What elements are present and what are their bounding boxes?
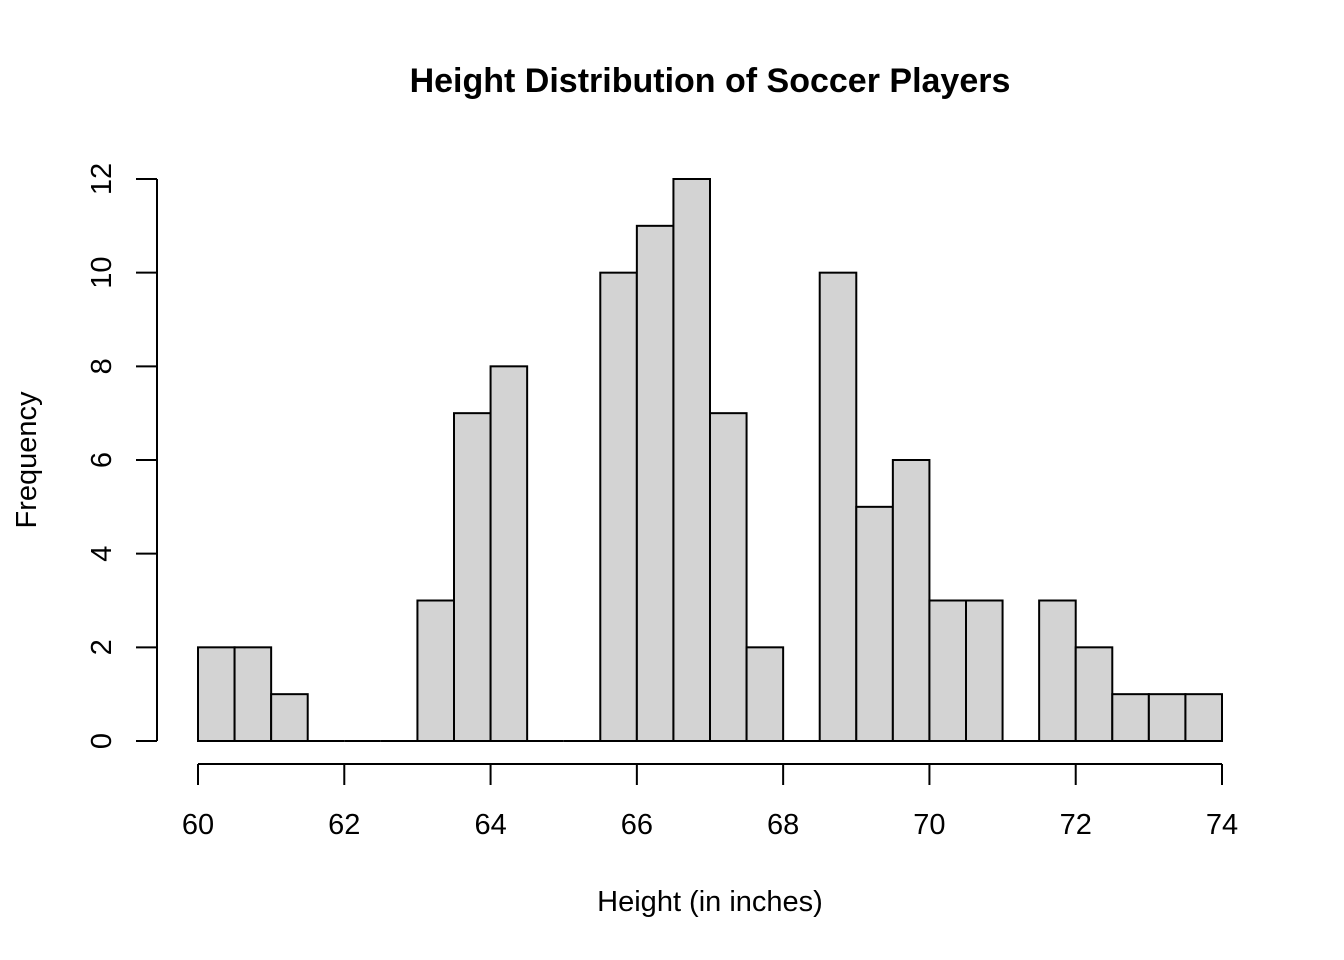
bars-group xyxy=(197,178,1224,743)
x-axis-label: Height (in inches) xyxy=(597,886,823,918)
x-tick-label: 62 xyxy=(328,809,360,841)
histogram-bar xyxy=(233,646,273,742)
histogram-bar xyxy=(891,459,931,742)
histogram-bar xyxy=(1184,693,1224,743)
x-tick-label: 64 xyxy=(474,809,506,841)
y-axis-label: Frequency xyxy=(11,391,43,529)
histogram-bar xyxy=(416,599,455,742)
x-tick-label: 74 xyxy=(1206,809,1238,841)
x-tick-label: 66 xyxy=(621,809,653,841)
histogram-bar xyxy=(745,646,785,742)
histogram-bar xyxy=(635,224,675,743)
y-tick-label: 2 xyxy=(86,639,118,655)
y-tick-label: 4 xyxy=(86,546,118,562)
y-tick-label: 0 xyxy=(86,733,118,749)
x-tick-label: 68 xyxy=(767,809,799,841)
y-tick-label: 10 xyxy=(86,257,118,289)
histogram-bar xyxy=(197,646,236,742)
histogram-bar xyxy=(818,271,858,742)
y-tick-label: 8 xyxy=(86,358,118,374)
histogram-bar xyxy=(489,365,529,742)
y-axis: 0 2 4 6 8 10 12 xyxy=(86,163,158,749)
histogram-bar xyxy=(965,599,1004,742)
histogram-bar xyxy=(855,505,894,743)
x-tick-label: 70 xyxy=(913,809,945,841)
histogram-bar xyxy=(1147,693,1187,743)
histogram-bar xyxy=(709,412,748,742)
histogram-bar xyxy=(928,599,968,742)
y-tick-label: 12 xyxy=(86,163,118,195)
histogram-bar xyxy=(672,178,712,742)
histogram-bar xyxy=(1074,646,1114,742)
histogram-bar xyxy=(1038,599,1077,742)
x-tick-label: 60 xyxy=(182,809,214,841)
histogram-bar xyxy=(453,412,492,742)
x-axis: 60 62 64 66 68 70 72 74 xyxy=(182,763,1238,841)
chart-title: Height Distribution of Soccer Players xyxy=(410,62,1011,100)
histogram-bar xyxy=(599,271,638,742)
histogram-bar xyxy=(270,693,309,743)
y-tick-label: 6 xyxy=(86,452,118,468)
histogram-bar xyxy=(1111,693,1150,743)
x-tick-label: 72 xyxy=(1060,809,1092,841)
